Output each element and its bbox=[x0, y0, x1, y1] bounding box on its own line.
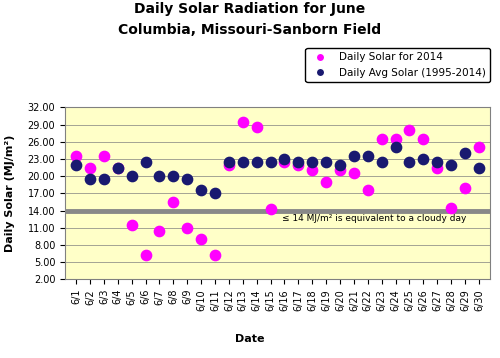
Point bbox=[322, 159, 330, 165]
Point bbox=[211, 190, 219, 196]
Point bbox=[100, 176, 108, 182]
Point bbox=[72, 162, 80, 168]
Point bbox=[156, 173, 164, 179]
Point bbox=[183, 176, 191, 182]
Point bbox=[350, 170, 358, 176]
Point bbox=[364, 188, 372, 193]
Text: Daily Solar Radiation for June: Daily Solar Radiation for June bbox=[134, 2, 366, 16]
Point bbox=[170, 173, 177, 179]
Point bbox=[239, 159, 247, 165]
Point bbox=[378, 136, 386, 142]
Point bbox=[252, 125, 260, 130]
Legend: Daily Solar for 2014, Daily Avg Solar (1995-2014): Daily Solar for 2014, Daily Avg Solar (1… bbox=[306, 48, 490, 82]
Point bbox=[72, 153, 80, 159]
Point bbox=[447, 162, 455, 168]
Point bbox=[142, 252, 150, 257]
Point bbox=[392, 136, 400, 142]
Point bbox=[280, 159, 288, 165]
Point bbox=[475, 165, 483, 170]
Text: ≤ 14 MJ/m² is equivalent to a cloudy day: ≤ 14 MJ/m² is equivalent to a cloudy day bbox=[282, 214, 466, 223]
Point bbox=[420, 156, 428, 162]
Point bbox=[142, 159, 150, 165]
Point bbox=[406, 159, 413, 165]
Point bbox=[447, 205, 455, 211]
Point bbox=[392, 145, 400, 150]
Point bbox=[114, 165, 122, 170]
Point bbox=[280, 156, 288, 162]
Point bbox=[266, 207, 274, 212]
Point bbox=[475, 145, 483, 150]
Point bbox=[128, 222, 136, 228]
Point bbox=[252, 159, 260, 165]
Point bbox=[170, 199, 177, 205]
Point bbox=[336, 168, 344, 173]
Point bbox=[461, 150, 469, 156]
Point bbox=[433, 159, 441, 165]
Point bbox=[406, 127, 413, 133]
Point bbox=[100, 153, 108, 159]
Point bbox=[266, 159, 274, 165]
Point bbox=[183, 225, 191, 231]
Point bbox=[420, 136, 428, 142]
Point bbox=[114, 165, 122, 170]
Point bbox=[211, 252, 219, 257]
Point bbox=[350, 153, 358, 159]
Point bbox=[294, 159, 302, 165]
Point bbox=[308, 168, 316, 173]
Point bbox=[156, 228, 164, 233]
Point bbox=[197, 188, 205, 193]
Point bbox=[128, 173, 136, 179]
Point bbox=[336, 162, 344, 168]
Point bbox=[378, 159, 386, 165]
Point bbox=[86, 165, 94, 170]
Point bbox=[364, 153, 372, 159]
Point bbox=[225, 159, 233, 165]
Point bbox=[197, 236, 205, 242]
Point bbox=[86, 176, 94, 182]
Point bbox=[225, 162, 233, 168]
Point bbox=[294, 162, 302, 168]
Point bbox=[308, 159, 316, 165]
Point bbox=[461, 185, 469, 190]
Point bbox=[322, 179, 330, 185]
Point bbox=[239, 119, 247, 125]
Text: Daily Solar (MJ/m²): Daily Solar (MJ/m²) bbox=[5, 135, 15, 252]
Text: Columbia, Missouri-Sanborn Field: Columbia, Missouri-Sanborn Field bbox=[118, 23, 382, 37]
Text: Date: Date bbox=[236, 334, 265, 344]
Point bbox=[433, 165, 441, 170]
